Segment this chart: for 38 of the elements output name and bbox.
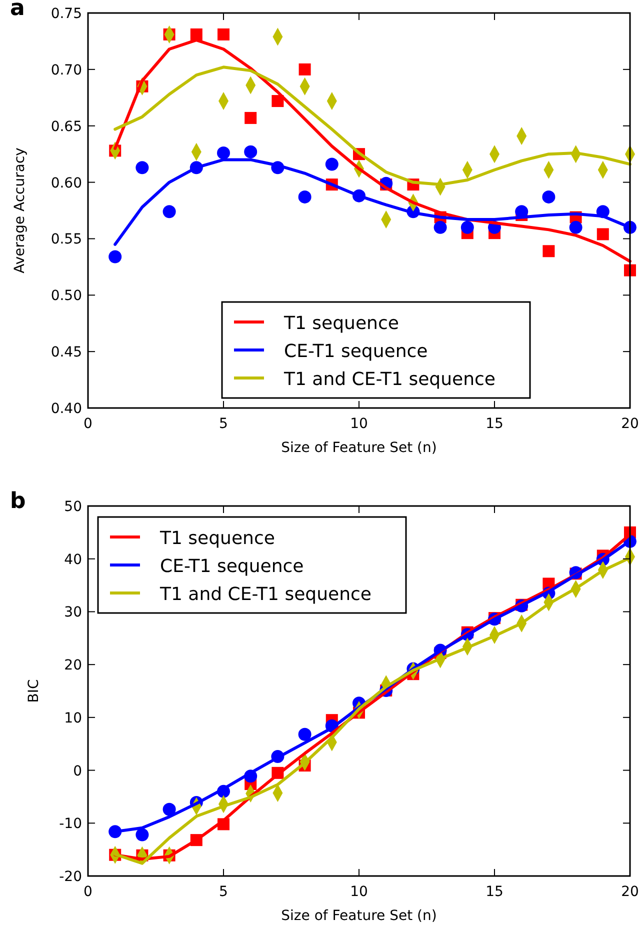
y-tick-label: 0.65 [50, 118, 82, 135]
x-tick-label: 10 [350, 416, 368, 432]
legend-label: CE-T1 sequence [284, 341, 428, 362]
legend-label: CE-T1 sequence [160, 556, 304, 577]
y-tick-label: 0.40 [50, 401, 82, 417]
y-tick-label: -10 [59, 816, 82, 832]
x-tick-label: 5 [219, 884, 228, 900]
x-tick-label: 20 [621, 884, 639, 900]
y-axis-title: Average Accuracy [12, 148, 28, 274]
legend-label: T1 sequence [159, 528, 275, 549]
y-tick-label: 0 [73, 763, 82, 780]
y-tick-label: 20 [64, 658, 82, 674]
y-tick-label: 0.50 [50, 288, 82, 304]
x-tick-label: 20 [621, 416, 639, 432]
y-tick-label: 0.70 [50, 62, 82, 78]
x-tick-label: 15 [486, 884, 504, 900]
x-tick-label: 0 [84, 416, 92, 432]
x-tick-label: 0 [84, 884, 92, 900]
chart-title: a [10, 0, 25, 21]
y-tick-label: 50 [64, 499, 82, 515]
y-tick-label: 40 [64, 552, 82, 568]
x-tick-label: 15 [486, 416, 504, 432]
x-axis-title: Size of Feature Set (n) [281, 908, 437, 924]
y-tick-label: 30 [64, 604, 82, 621]
y-tick-label: 0.60 [50, 175, 82, 192]
y-tick-label: -20 [59, 869, 82, 885]
y-axis-title: BIC [26, 679, 42, 703]
x-axis-title: Size of Feature Set (n) [281, 440, 437, 456]
y-tick-label: 0.55 [50, 232, 82, 248]
chart-title: b [10, 489, 26, 514]
y-tick-label: 0.75 [50, 6, 82, 22]
legend-label: T1 and CE-T1 sequence [283, 369, 496, 390]
y-tick-label: 10 [64, 710, 82, 726]
legend-label: T1 and CE-T1 sequence [159, 584, 372, 605]
y-tick-label: 0.45 [50, 344, 82, 361]
legend-label: T1 sequence [283, 313, 399, 334]
x-tick-label: 5 [219, 416, 228, 432]
x-tick-label: 10 [350, 884, 368, 900]
